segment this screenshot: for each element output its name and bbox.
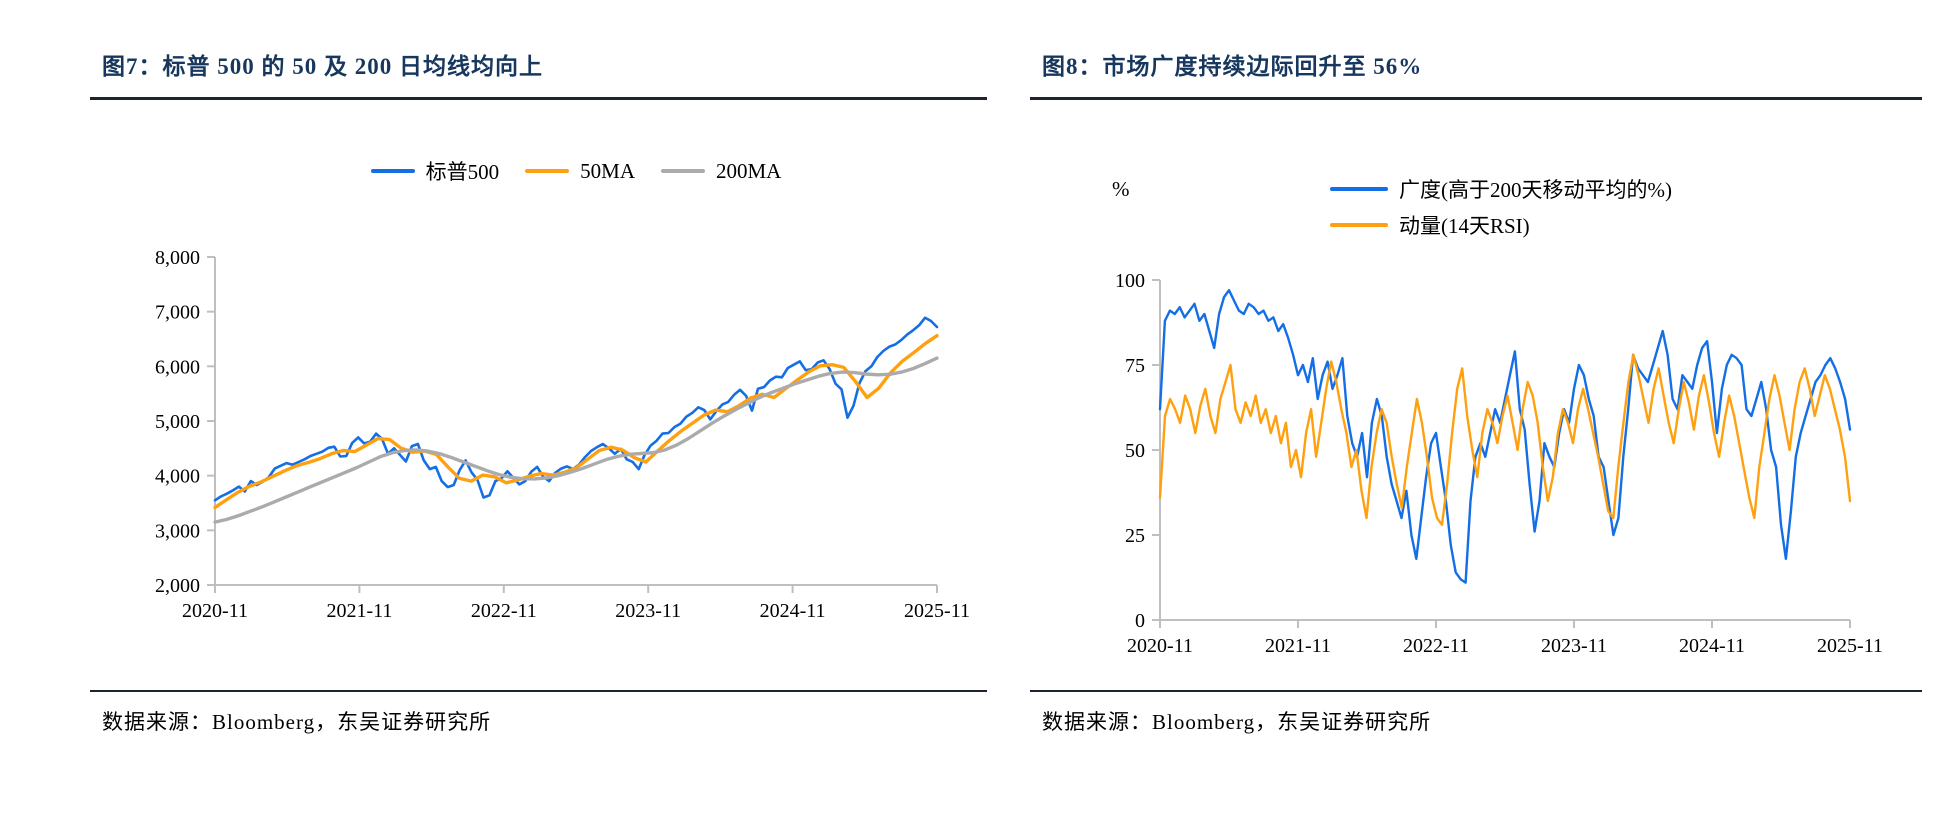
figure-8-unit-label: % xyxy=(1112,177,1130,201)
legend-swatch-icon xyxy=(1330,187,1388,191)
y-tick-label: 8,000 xyxy=(155,247,200,269)
legend-swatch-icon xyxy=(661,169,705,173)
x-tick-label: 2024-11 xyxy=(760,600,826,622)
y-tick-label: 5,000 xyxy=(155,411,200,433)
x-tick-label: 2023-11 xyxy=(1541,635,1607,657)
y-tick-label: 50 xyxy=(1125,440,1145,462)
legend-swatch-icon xyxy=(1330,223,1388,227)
figure-8-panel: 图8：市场广度持续边际回升至 56% % 广度(高于200天移动平均的%) 动量(… xyxy=(1030,45,1922,785)
legend-item-1: 动量(14天RSI) xyxy=(1330,210,1530,240)
legend-item-2: 200MA xyxy=(661,159,781,184)
figure-7-panel: 图7：标普 500 的 50 及 200 日均线均向上 标普500 50MA 200… xyxy=(90,45,987,785)
series-line-1 xyxy=(213,333,939,510)
y-tick-label: 25 xyxy=(1125,525,1145,547)
y-tick-label: 4,000 xyxy=(155,466,200,488)
legend-label: 标普500 xyxy=(425,160,500,184)
x-tick-label: 2023-11 xyxy=(615,600,681,622)
figure-7-source: 数据来源：Bloomberg，东吴证券研究所 xyxy=(90,690,987,736)
figure-7-title: 图7：标普 500 的 50 及 200 日均线均向上 xyxy=(90,45,987,100)
x-tick-label: 2022-11 xyxy=(471,600,537,622)
x-tick-label: 2025-11 xyxy=(904,600,970,622)
x-tick-label: 2022-11 xyxy=(1403,635,1469,657)
legend-label: 50MA xyxy=(580,158,635,183)
figure-8-title: 图8：市场广度持续边际回升至 56% xyxy=(1030,45,1922,100)
x-tick-label: 2024-11 xyxy=(1679,635,1745,657)
series-line-0 xyxy=(213,316,939,502)
y-tick-label: 100 xyxy=(1115,270,1145,292)
series-line-1 xyxy=(1158,353,1852,526)
legend-swatch-icon xyxy=(525,169,570,173)
legend-label: 200MA xyxy=(716,158,782,183)
x-tick-label: 2020-11 xyxy=(1127,635,1193,657)
legend-item-0: 标普500 xyxy=(370,156,500,186)
x-tick-label: 2020-11 xyxy=(182,600,248,622)
figure-7-legend: 标普500 50MA 200MA xyxy=(215,153,937,189)
y-tick-label: 3,000 xyxy=(155,520,200,542)
y-tick-label: 7,000 xyxy=(155,302,200,324)
y-tick-label: 75 xyxy=(1125,355,1145,377)
legend-label: 广度(高于200天移动平均的%) xyxy=(1399,178,1672,202)
legend-item-1: 50MA xyxy=(525,159,635,184)
y-tick-label: 2,000 xyxy=(155,575,200,597)
x-tick-label: 2021-11 xyxy=(326,600,392,622)
y-tick-label: 0 xyxy=(1135,610,1145,632)
legend-item-0: 广度(高于200天移动平均的%) xyxy=(1330,174,1672,204)
y-tick-label: 6,000 xyxy=(155,356,200,378)
legend-label: 动量(14天RSI) xyxy=(1399,214,1530,238)
figure-8-plot: 0 25 50 75 100 2020-11 2021-11 2022-11 2023-11 20… xyxy=(1115,270,1883,657)
figure-7-plot: 2,000 3,000 4,000 5,000 6,000 7,000 8,000 2020-… xyxy=(155,247,970,622)
figure-8-source: 数据来源：Bloomberg，东吴证券研究所 xyxy=(1030,690,1922,736)
legend-swatch-icon xyxy=(370,169,415,173)
series-line-2 xyxy=(213,356,939,524)
figure-8-legend: 广度(高于200天移动平均的%) 动量(14天RSI) xyxy=(1330,171,1672,243)
x-tick-label: 2021-11 xyxy=(1265,635,1331,657)
series-line-0 xyxy=(1158,288,1852,584)
x-tick-label: 2025-11 xyxy=(1817,635,1883,657)
